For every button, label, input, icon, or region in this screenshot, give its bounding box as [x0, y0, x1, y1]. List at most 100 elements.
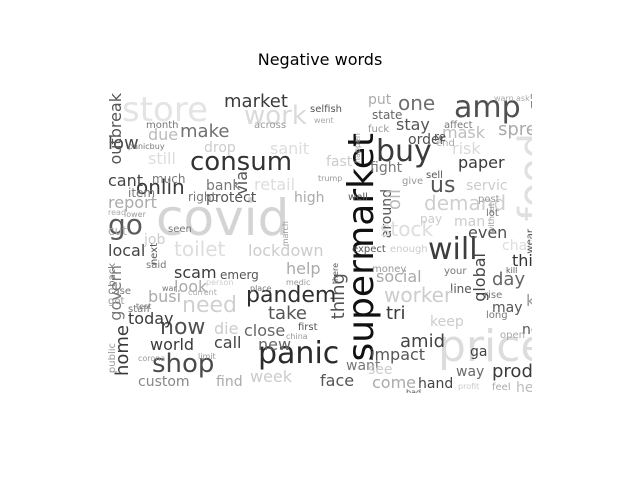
word-panic: panic [258, 336, 340, 371]
word-face: face [320, 371, 355, 390]
word-fast: fast [326, 154, 353, 170]
word-hand: hand [418, 376, 454, 392]
word-sell: sell [426, 170, 443, 181]
word-come: come [372, 373, 417, 392]
word-feel: feel [492, 382, 511, 393]
word-now: now [160, 315, 206, 340]
word-work: work [244, 101, 307, 131]
word-impact: impact [370, 345, 426, 364]
word-medic: medic [286, 278, 311, 287]
word-place: place [250, 284, 272, 293]
word-us: us [430, 173, 456, 198]
word-price: price [438, 321, 532, 372]
word-person: person [206, 278, 234, 287]
word-affect: affect [444, 120, 473, 131]
word-well: well [348, 192, 368, 203]
word-world: world [150, 335, 195, 354]
word-take: take [268, 303, 307, 324]
word-make: make [180, 121, 230, 142]
word-scam: scam [174, 263, 217, 282]
word-find: find [216, 374, 243, 390]
word-march: march [281, 221, 290, 247]
word-item: item [128, 186, 156, 200]
word-market: market [224, 93, 288, 112]
word-corona: corona [138, 354, 166, 363]
word-toilet: toilet [174, 237, 226, 261]
word-case: case [108, 286, 131, 297]
chart-title: Negative words [257, 50, 383, 69]
word-high: high [294, 190, 325, 206]
word-job: job [144, 232, 166, 248]
word-consum: consum [190, 147, 293, 177]
word-china: china [286, 332, 308, 341]
word-happen: happen [353, 133, 362, 164]
word-keep: keep [430, 314, 464, 330]
word-ga: ga [470, 344, 488, 360]
word-even: even [468, 223, 508, 242]
word-there: there [331, 263, 340, 285]
word-tri: tri [386, 303, 406, 324]
word-ask: ask [516, 94, 530, 103]
word-know: know [526, 291, 532, 310]
word-protect: protect [206, 190, 257, 206]
word-seen: seen [168, 224, 192, 235]
word-never: never [530, 93, 532, 102]
word-day: day [492, 269, 526, 290]
word-drop: drop [204, 140, 236, 156]
word-onlin: onlin [136, 175, 185, 199]
word-help: help [286, 259, 321, 278]
word-today: today [128, 309, 174, 328]
word-covid: covid [156, 189, 290, 247]
word-put: put [368, 93, 392, 108]
word-stay: stay [396, 115, 430, 134]
word-due: due [148, 125, 179, 144]
word-state: state [372, 108, 403, 122]
word-spread: spread [498, 119, 532, 140]
word-next: next [149, 243, 160, 266]
word-emerg: emerg [220, 268, 259, 282]
word-cloud: covidsupermarketpricefoodstorepanicconsu… [108, 93, 532, 393]
word-close: close [244, 321, 286, 340]
word-week: week [250, 367, 293, 386]
word-enough: enough [390, 244, 428, 255]
word-much: much [152, 172, 186, 186]
word-go: go [108, 208, 143, 241]
word-went: went [314, 116, 334, 125]
word-need: need [182, 293, 237, 318]
word-post: post [478, 194, 500, 205]
word-store: store [122, 93, 208, 130]
word-die: die [214, 319, 239, 338]
word-stock: stock [380, 217, 434, 241]
word-may: may [492, 300, 523, 316]
word-still: still [148, 149, 176, 168]
word-test: test [136, 302, 152, 311]
word-public: public [108, 343, 118, 374]
word-call: call [214, 333, 242, 352]
word-outbreak: outbreak [108, 93, 125, 165]
word-see: see [368, 362, 393, 378]
word-money: money [372, 264, 407, 275]
word-trump: trump [318, 174, 343, 183]
word-new: new [258, 335, 292, 354]
word-health: health [516, 380, 532, 393]
word-end: end [436, 138, 455, 149]
word-pay: pay [420, 212, 443, 226]
word-shop: shop [152, 349, 215, 379]
word-month: month [146, 120, 179, 131]
word-way: way [456, 364, 485, 380]
word-back: back [108, 263, 118, 287]
word-war: war [162, 284, 177, 293]
word-one: one [398, 93, 436, 115]
word-oil: oil [384, 189, 405, 211]
word-low: low [108, 133, 139, 154]
word-staff: staff [128, 304, 151, 315]
word-right: right [188, 190, 217, 204]
word-social: social [376, 267, 422, 286]
word-custom: custom [138, 374, 190, 390]
word-risk: risk [452, 139, 481, 158]
word-fuck: fuck [368, 124, 390, 135]
word-retail: retail [254, 175, 296, 194]
word-sanit: sanit [270, 139, 309, 158]
word-want: want [346, 358, 381, 374]
word-bank: bank [206, 178, 241, 194]
